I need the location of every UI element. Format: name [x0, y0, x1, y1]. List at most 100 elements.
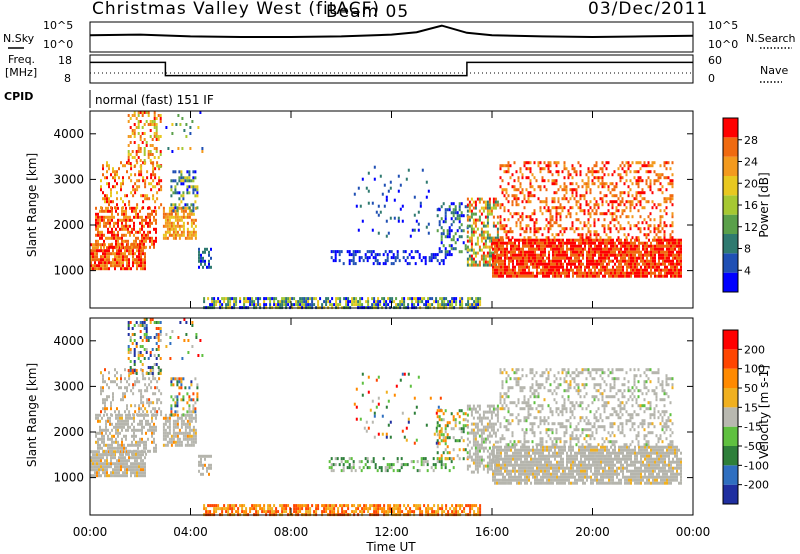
- power-cell: [175, 123, 178, 126]
- power-cell: [588, 274, 590, 278]
- velocity-cell: [92, 453, 94, 457]
- velocity-cell: [200, 472, 202, 476]
- velocity-cell: [128, 459, 130, 463]
- power-cell: [564, 259, 566, 263]
- power-cell: [130, 249, 132, 253]
- power-cell: [373, 303, 376, 307]
- power-cell: [661, 173, 664, 177]
- velocity-cell: [438, 409, 441, 413]
- velocity-cell: [388, 466, 391, 470]
- power-cell: [153, 117, 156, 120]
- power-cell: [668, 238, 670, 242]
- power-cell: [142, 249, 144, 253]
- velocity-cell: [99, 419, 101, 423]
- velocity-cell: [141, 369, 144, 372]
- power-cell: [444, 211, 447, 215]
- power-cell: [490, 239, 493, 243]
- power-cell: [542, 271, 544, 275]
- power-cell: [602, 268, 604, 272]
- velocity-cell: [125, 434, 127, 438]
- velocity-cell: [159, 330, 162, 333]
- power-cell: [243, 300, 246, 304]
- power-cell: [116, 197, 118, 201]
- power-cell: [117, 242, 119, 246]
- power-cell: [480, 254, 483, 258]
- power-cell: [657, 179, 660, 183]
- power-cell: [671, 173, 674, 177]
- power-cell: [678, 271, 680, 275]
- power-cell: [127, 239, 129, 243]
- power-cell: [532, 265, 534, 269]
- power-cell: [352, 253, 355, 257]
- power-cell: [482, 254, 485, 258]
- power-cell: [634, 262, 636, 266]
- velocity-cell: [439, 396, 442, 400]
- power-cell: [553, 236, 556, 240]
- power-cell: [605, 182, 608, 186]
- power-cell: [139, 245, 141, 249]
- power-cell: [186, 176, 189, 180]
- power-cell: [111, 215, 113, 219]
- power-cell: [661, 185, 664, 189]
- power-cell: [620, 271, 622, 275]
- power-cell: [172, 221, 175, 225]
- power-cell: [549, 170, 552, 174]
- power-cell: [521, 227, 524, 231]
- power-cell: [480, 239, 483, 243]
- power-cell: [623, 164, 626, 168]
- power-cell: [563, 164, 566, 168]
- power-cell: [125, 224, 127, 228]
- power-cell: [595, 164, 598, 168]
- power-cell: [532, 271, 534, 275]
- power-cell: [472, 263, 475, 267]
- power-cell: [641, 206, 644, 210]
- power-cell: [604, 247, 606, 251]
- power-cell: [373, 165, 376, 169]
- power-cell: [570, 238, 572, 242]
- power-cell: [560, 262, 562, 266]
- velocity-cell: [109, 419, 111, 423]
- power-cell: [602, 265, 604, 269]
- power-cell: [470, 260, 473, 264]
- power-cell: [131, 218, 133, 222]
- velocity-cell: [99, 431, 101, 435]
- power-cell: [172, 224, 175, 228]
- power-cell: [454, 217, 457, 221]
- power-cell: [466, 257, 469, 261]
- power-cell: [630, 259, 632, 263]
- power-cell: [571, 188, 574, 192]
- power-cell: [639, 191, 642, 195]
- power-cell: [579, 203, 582, 207]
- power-cell: [535, 221, 538, 225]
- velocity-cell: [169, 336, 172, 339]
- power-cell: [379, 210, 382, 214]
- velocity-cell: [442, 433, 445, 437]
- power-cell: [486, 260, 489, 264]
- power-cell: [650, 244, 652, 248]
- power-cell: [577, 218, 580, 222]
- power-cell: [125, 221, 127, 225]
- power-cell: [99, 233, 101, 237]
- velocity-cell: [426, 460, 429, 464]
- power-cell: [375, 210, 378, 214]
- power-cell: [635, 194, 638, 198]
- velocity-cell: [133, 416, 135, 420]
- power-cell: [496, 233, 499, 237]
- power-cell: [104, 255, 106, 259]
- power-cell: [155, 239, 157, 243]
- power-cell: [526, 274, 528, 278]
- power-cell: [627, 167, 630, 171]
- velocity-cell: [147, 372, 150, 375]
- power-cell: [190, 179, 193, 183]
- velocity-cell: [155, 336, 158, 339]
- velocity-cell: [340, 469, 343, 473]
- power-cell: [134, 182, 137, 186]
- velocity-cell: [120, 377, 122, 381]
- power-cell: [627, 233, 630, 237]
- power-cell: [671, 224, 674, 228]
- power-cell: [378, 262, 381, 266]
- power-cell: [476, 251, 479, 255]
- velocity-cell: [149, 449, 151, 453]
- power-cell: [587, 227, 590, 231]
- power-cell: [307, 303, 310, 307]
